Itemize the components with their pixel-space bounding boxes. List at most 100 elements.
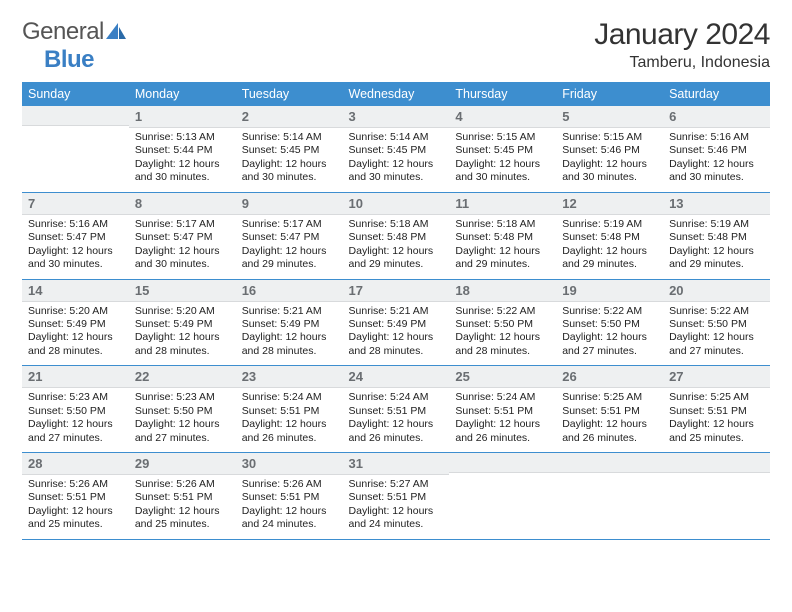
day-details: Sunrise: 5:22 AM Sunset: 5:50 PM Dayligh… <box>556 302 663 366</box>
day-details: Sunrise: 5:24 AM Sunset: 5:51 PM Dayligh… <box>343 388 450 452</box>
day-details: Sunrise: 5:19 AM Sunset: 5:48 PM Dayligh… <box>663 215 770 279</box>
day-number: 20 <box>663 280 770 302</box>
day-number: 1 <box>129 106 236 128</box>
day-number: 28 <box>22 453 129 475</box>
weekday-mon: Monday <box>129 82 236 106</box>
calendar-cell: . <box>449 453 556 540</box>
day-details: Sunrise: 5:20 AM Sunset: 5:49 PM Dayligh… <box>22 302 129 366</box>
day-number: 17 <box>343 280 450 302</box>
day-details: Sunrise: 5:23 AM Sunset: 5:50 PM Dayligh… <box>129 388 236 452</box>
calendar-cell: 14Sunrise: 5:20 AM Sunset: 5:49 PM Dayli… <box>22 279 129 366</box>
calendar-cell: 8Sunrise: 5:17 AM Sunset: 5:47 PM Daylig… <box>129 192 236 279</box>
calendar-cell: . <box>556 453 663 540</box>
day-details: Sunrise: 5:14 AM Sunset: 5:45 PM Dayligh… <box>343 128 450 192</box>
day-details: Sunrise: 5:27 AM Sunset: 5:51 PM Dayligh… <box>343 475 450 539</box>
calendar-cell: . <box>663 453 770 540</box>
day-number: 7 <box>22 193 129 215</box>
calendar-cell: 13Sunrise: 5:19 AM Sunset: 5:48 PM Dayli… <box>663 192 770 279</box>
calendar-cell: 20Sunrise: 5:22 AM Sunset: 5:50 PM Dayli… <box>663 279 770 366</box>
day-details: Sunrise: 5:21 AM Sunset: 5:49 PM Dayligh… <box>343 302 450 366</box>
day-number: 8 <box>129 193 236 215</box>
calendar-cell: 22Sunrise: 5:23 AM Sunset: 5:50 PM Dayli… <box>129 366 236 453</box>
day-details: Sunrise: 5:14 AM Sunset: 5:45 PM Dayligh… <box>236 128 343 192</box>
day-details: Sunrise: 5:17 AM Sunset: 5:47 PM Dayligh… <box>129 215 236 279</box>
calendar-cell: 16Sunrise: 5:21 AM Sunset: 5:49 PM Dayli… <box>236 279 343 366</box>
weekday-thu: Thursday <box>449 82 556 106</box>
calendar-cell: 21Sunrise: 5:23 AM Sunset: 5:50 PM Dayli… <box>22 366 129 453</box>
calendar-cell: 3Sunrise: 5:14 AM Sunset: 5:45 PM Daylig… <box>343 106 450 192</box>
day-number: 11 <box>449 193 556 215</box>
calendar-body: .1Sunrise: 5:13 AM Sunset: 5:44 PM Dayli… <box>22 106 770 539</box>
calendar-cell: 9Sunrise: 5:17 AM Sunset: 5:47 PM Daylig… <box>236 192 343 279</box>
day-number: 2 <box>236 106 343 128</box>
calendar-cell: 1Sunrise: 5:13 AM Sunset: 5:44 PM Daylig… <box>129 106 236 192</box>
calendar-cell: 11Sunrise: 5:18 AM Sunset: 5:48 PM Dayli… <box>449 192 556 279</box>
day-details <box>449 473 556 483</box>
day-details: Sunrise: 5:25 AM Sunset: 5:51 PM Dayligh… <box>556 388 663 452</box>
day-number: 14 <box>22 280 129 302</box>
calendar-row: 14Sunrise: 5:20 AM Sunset: 5:49 PM Dayli… <box>22 279 770 366</box>
weekday-fri: Friday <box>556 82 663 106</box>
day-number: 3 <box>343 106 450 128</box>
calendar-cell: 12Sunrise: 5:19 AM Sunset: 5:48 PM Dayli… <box>556 192 663 279</box>
day-number: 30 <box>236 453 343 475</box>
calendar-cell: 24Sunrise: 5:24 AM Sunset: 5:51 PM Dayli… <box>343 366 450 453</box>
day-number: 18 <box>449 280 556 302</box>
day-details: Sunrise: 5:15 AM Sunset: 5:45 PM Dayligh… <box>449 128 556 192</box>
logo: GeneralBlue <box>22 18 128 74</box>
logo-word1: General <box>22 18 104 45</box>
sail-icon <box>104 21 128 41</box>
day-details: Sunrise: 5:16 AM Sunset: 5:47 PM Dayligh… <box>22 215 129 279</box>
calendar-cell: 15Sunrise: 5:20 AM Sunset: 5:49 PM Dayli… <box>129 279 236 366</box>
weekday-wed: Wednesday <box>343 82 450 106</box>
weekday-sat: Saturday <box>663 82 770 106</box>
day-details: Sunrise: 5:22 AM Sunset: 5:50 PM Dayligh… <box>663 302 770 366</box>
calendar-cell: 4Sunrise: 5:15 AM Sunset: 5:45 PM Daylig… <box>449 106 556 192</box>
calendar-row: 28Sunrise: 5:26 AM Sunset: 5:51 PM Dayli… <box>22 453 770 540</box>
weekday-header: Sunday Monday Tuesday Wednesday Thursday… <box>22 82 770 106</box>
calendar-cell: 19Sunrise: 5:22 AM Sunset: 5:50 PM Dayli… <box>556 279 663 366</box>
page-header: GeneralBlue January 2024 Tamberu, Indone… <box>22 18 770 74</box>
day-number: 16 <box>236 280 343 302</box>
day-number: 10 <box>343 193 450 215</box>
month-title: January 2024 <box>594 18 770 52</box>
calendar-cell: . <box>22 106 129 192</box>
day-number: 19 <box>556 280 663 302</box>
day-number: . <box>663 453 770 473</box>
day-details <box>22 126 129 136</box>
calendar-cell: 17Sunrise: 5:21 AM Sunset: 5:49 PM Dayli… <box>343 279 450 366</box>
calendar-cell: 18Sunrise: 5:22 AM Sunset: 5:50 PM Dayli… <box>449 279 556 366</box>
day-number: . <box>22 106 129 126</box>
day-details: Sunrise: 5:22 AM Sunset: 5:50 PM Dayligh… <box>449 302 556 366</box>
day-details <box>556 473 663 483</box>
day-number: 6 <box>663 106 770 128</box>
calendar-row: .1Sunrise: 5:13 AM Sunset: 5:44 PM Dayli… <box>22 106 770 192</box>
calendar-cell: 5Sunrise: 5:15 AM Sunset: 5:46 PM Daylig… <box>556 106 663 192</box>
day-number: . <box>449 453 556 473</box>
day-details: Sunrise: 5:16 AM Sunset: 5:46 PM Dayligh… <box>663 128 770 192</box>
calendar-row: 21Sunrise: 5:23 AM Sunset: 5:50 PM Dayli… <box>22 366 770 453</box>
day-details: Sunrise: 5:24 AM Sunset: 5:51 PM Dayligh… <box>449 388 556 452</box>
day-details: Sunrise: 5:20 AM Sunset: 5:49 PM Dayligh… <box>129 302 236 366</box>
day-details: Sunrise: 5:18 AM Sunset: 5:48 PM Dayligh… <box>343 215 450 279</box>
day-details: Sunrise: 5:25 AM Sunset: 5:51 PM Dayligh… <box>663 388 770 452</box>
day-number: 31 <box>343 453 450 475</box>
calendar-cell: 26Sunrise: 5:25 AM Sunset: 5:51 PM Dayli… <box>556 366 663 453</box>
day-details: Sunrise: 5:19 AM Sunset: 5:48 PM Dayligh… <box>556 215 663 279</box>
day-details: Sunrise: 5:21 AM Sunset: 5:49 PM Dayligh… <box>236 302 343 366</box>
day-number: 25 <box>449 366 556 388</box>
location-label: Tamberu, Indonesia <box>594 54 770 72</box>
calendar-cell: 25Sunrise: 5:24 AM Sunset: 5:51 PM Dayli… <box>449 366 556 453</box>
day-number: 5 <box>556 106 663 128</box>
day-number: 9 <box>236 193 343 215</box>
day-number: 21 <box>22 366 129 388</box>
day-number: 24 <box>343 366 450 388</box>
calendar-cell: 28Sunrise: 5:26 AM Sunset: 5:51 PM Dayli… <box>22 453 129 540</box>
calendar-table: Sunday Monday Tuesday Wednesday Thursday… <box>22 82 770 540</box>
day-number: 4 <box>449 106 556 128</box>
day-number: . <box>556 453 663 473</box>
calendar-cell: 23Sunrise: 5:24 AM Sunset: 5:51 PM Dayli… <box>236 366 343 453</box>
day-number: 15 <box>129 280 236 302</box>
day-number: 26 <box>556 366 663 388</box>
day-details: Sunrise: 5:23 AM Sunset: 5:50 PM Dayligh… <box>22 388 129 452</box>
